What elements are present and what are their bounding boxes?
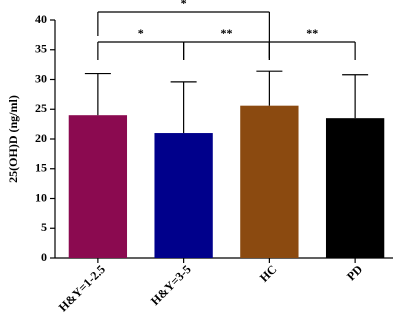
y-tick-label: 40: [35, 12, 47, 26]
significance-label: **: [306, 26, 318, 40]
y-tick-label: 15: [35, 161, 47, 175]
bar: [68, 115, 128, 258]
y-tick-label: 5: [41, 220, 47, 234]
y-tick-label: 20: [35, 131, 47, 145]
y-axis-label: 25(OH)D (ng/ml): [6, 95, 20, 183]
y-tick-label: 35: [35, 42, 47, 56]
x-tick-label: H&Y=1-2.5: [56, 262, 108, 314]
significance-label: **: [221, 26, 233, 40]
bar: [240, 105, 299, 259]
y-tick-label: 25: [35, 101, 47, 115]
x-tick-label: HC: [257, 262, 280, 285]
y-tick-label: 10: [35, 190, 47, 204]
y-tick-label: 30: [35, 71, 47, 85]
x-tick-label: H&Y=3-5: [148, 262, 194, 308]
bar: [154, 133, 213, 258]
y-tick-label: 0: [41, 250, 47, 264]
x-tick-label: PD: [344, 262, 365, 283]
significance-label: *: [181, 0, 187, 10]
significance-label: *: [138, 26, 144, 40]
bar: [325, 118, 385, 258]
